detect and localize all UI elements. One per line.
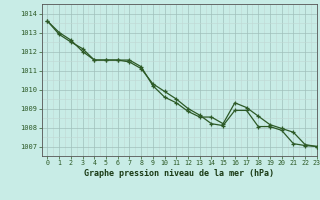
X-axis label: Graphe pression niveau de la mer (hPa): Graphe pression niveau de la mer (hPa) (84, 169, 274, 178)
